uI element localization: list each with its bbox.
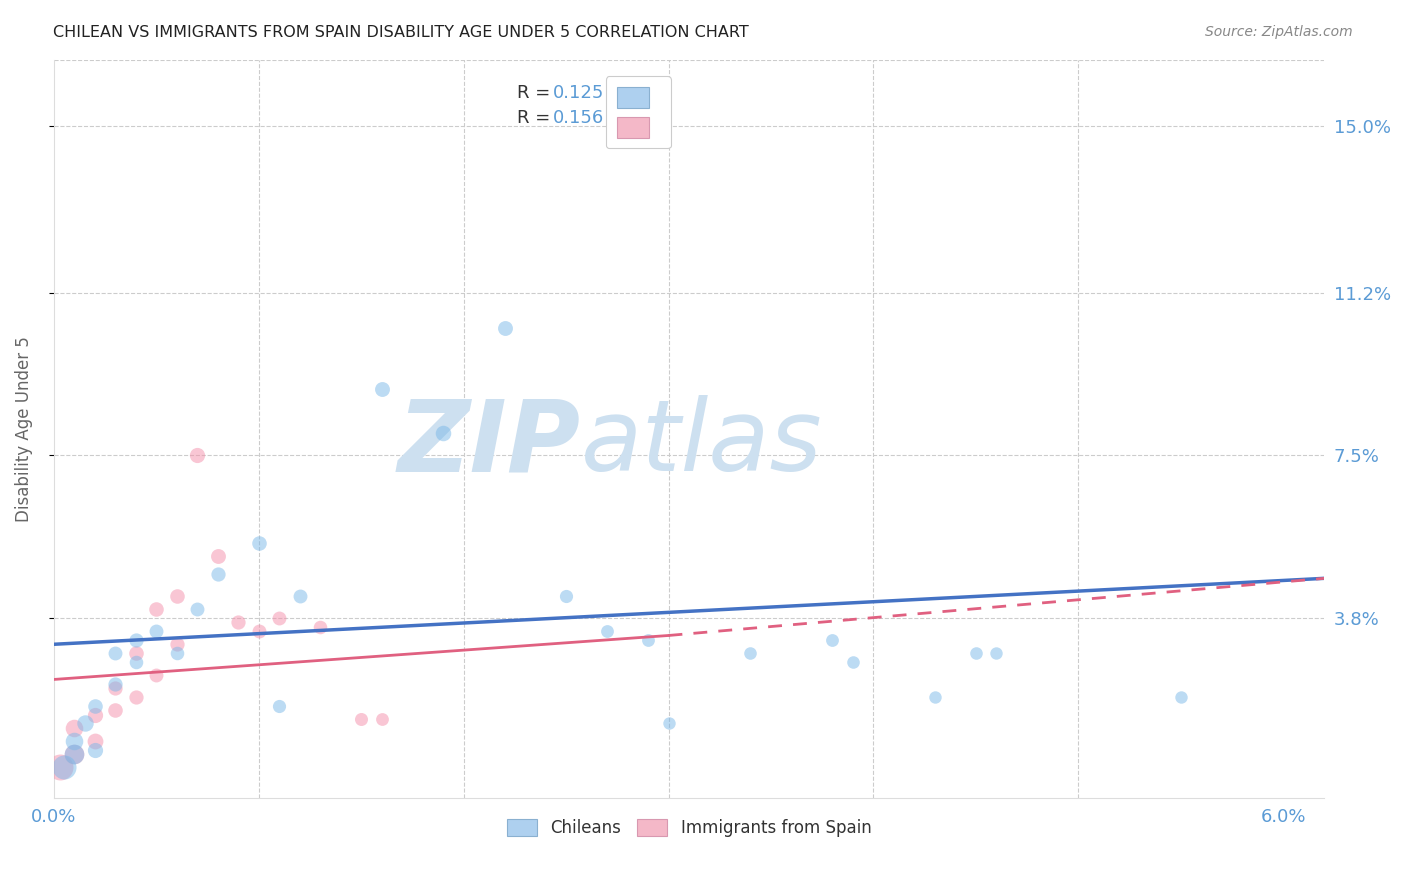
Point [269,611,291,625]
Point [555,589,578,603]
Point [83,743,105,757]
Point [125,646,148,660]
Point [104,681,127,696]
Text: 0.125: 0.125 [553,84,605,102]
Point [63,747,86,761]
Point [53,760,76,774]
Point [63,734,86,748]
Y-axis label: Disability Age Under 5: Disability Age Under 5 [15,336,32,522]
Text: CHILEAN VS IMMIGRANTS FROM SPAIN DISABILITY AGE UNDER 5 CORRELATION CHART: CHILEAN VS IMMIGRANTS FROM SPAIN DISABIL… [53,25,749,40]
Point [83,698,105,713]
Point [186,602,208,616]
Point [166,637,188,651]
Point [166,589,188,603]
Point [104,646,127,660]
Point [370,382,392,396]
Point [226,615,249,630]
Point [350,712,373,726]
Point [207,549,229,564]
Point [104,677,127,691]
Point [104,703,127,717]
Legend: Chileans, Immigrants from Spain: Chileans, Immigrants from Spain [498,810,880,846]
Point [924,690,946,704]
Point [125,690,148,704]
Point [821,632,844,647]
Point [145,624,167,638]
Point [83,734,105,748]
Point [247,624,270,638]
Point [494,320,516,334]
Point [986,646,1008,660]
Point [125,632,148,647]
Text: ZIP: ZIP [398,395,581,492]
Point [740,646,762,660]
Point [166,646,188,660]
Point [596,624,619,638]
Text: N =: N = [598,84,650,102]
Point [207,566,229,581]
Point [145,668,167,682]
Point [842,655,865,669]
Point [125,655,148,669]
Point [1170,690,1192,704]
Text: 21: 21 [636,109,658,127]
Point [432,426,454,441]
Text: N =: N = [598,109,650,127]
Point [965,646,987,660]
Point [63,721,86,735]
Point [309,620,332,634]
Point [247,536,270,550]
Point [73,716,96,731]
Text: atlas: atlas [581,395,823,492]
Point [83,707,105,722]
Text: 0.156: 0.156 [553,109,605,127]
Point [63,747,86,761]
Text: R =: R = [517,109,557,127]
Point [288,589,311,603]
Point [370,712,392,726]
Point [186,448,208,462]
Text: 21: 21 [636,84,658,102]
Point [269,698,291,713]
Point [637,632,659,647]
Point [49,760,72,774]
Text: Source: ZipAtlas.com: Source: ZipAtlas.com [1205,25,1353,39]
Text: R =: R = [517,84,557,102]
Point [657,716,679,731]
Point [145,602,167,616]
